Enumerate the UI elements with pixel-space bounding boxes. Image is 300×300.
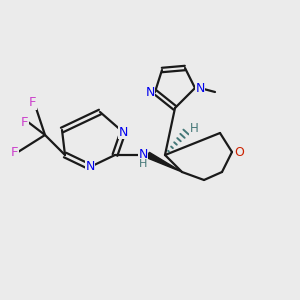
- Text: H: H: [190, 122, 198, 134]
- Text: N: N: [138, 148, 148, 161]
- Polygon shape: [147, 152, 182, 172]
- Text: F: F: [29, 97, 37, 110]
- Text: F: F: [21, 116, 29, 128]
- Text: F: F: [11, 146, 19, 158]
- Text: N: N: [118, 125, 128, 139]
- Text: N: N: [85, 160, 95, 173]
- Text: O: O: [234, 146, 244, 158]
- Text: H: H: [139, 159, 147, 169]
- Text: N: N: [145, 85, 155, 98]
- Text: N: N: [195, 82, 205, 94]
